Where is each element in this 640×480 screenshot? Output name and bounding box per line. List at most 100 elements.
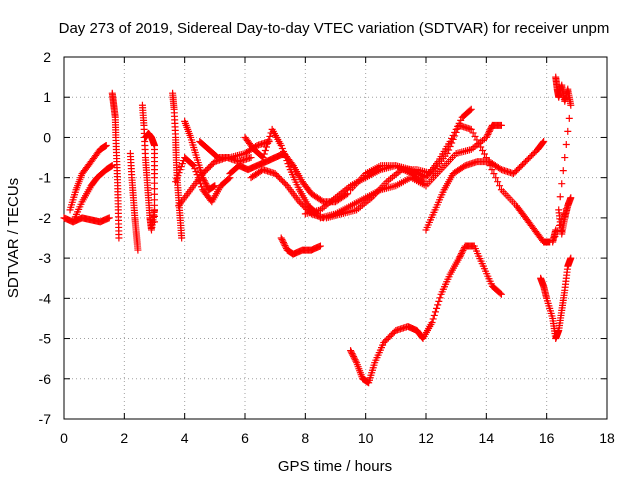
data-point — [451, 132, 459, 140]
data-point — [282, 243, 290, 251]
data-point — [201, 178, 209, 186]
data-point — [266, 132, 274, 140]
data-point — [202, 180, 210, 188]
data-point — [477, 143, 485, 151]
y-tick-label: -6 — [39, 371, 52, 387]
series-arc-n — [241, 125, 321, 218]
data-point — [279, 177, 287, 185]
data-point — [428, 318, 436, 326]
data-point — [473, 136, 481, 144]
series-arc-s — [322, 121, 554, 246]
data-point — [456, 253, 464, 261]
series-arc-d — [108, 89, 123, 242]
data-point — [560, 210, 568, 218]
data-point — [496, 182, 504, 190]
data-point — [342, 191, 350, 199]
marker-layer — [60, 73, 575, 387]
x-tick-label: 18 — [599, 430, 615, 446]
data-point — [381, 337, 389, 345]
data-point — [520, 159, 528, 167]
series-arc-e — [126, 150, 142, 254]
series-arc-h — [169, 89, 186, 242]
data-point — [526, 153, 534, 161]
data-point — [348, 350, 356, 358]
x-tick-label: 2 — [120, 430, 128, 446]
data-point — [516, 164, 524, 172]
data-point — [386, 333, 394, 341]
data-point — [488, 166, 496, 174]
data-point — [347, 348, 355, 356]
data-point — [175, 169, 183, 177]
data-point — [467, 125, 475, 133]
data-point — [260, 150, 268, 158]
data-point — [417, 177, 425, 185]
data-point — [531, 149, 539, 157]
data-point — [280, 179, 288, 187]
data-point — [247, 154, 255, 162]
x-tick-label: 16 — [539, 430, 555, 446]
data-point — [225, 175, 233, 183]
series-arc-w — [537, 254, 575, 343]
data-point — [200, 168, 208, 176]
data-point — [565, 199, 573, 207]
y-tick-label: -5 — [39, 331, 52, 347]
y-tick-label: 2 — [43, 49, 51, 65]
data-point — [295, 198, 303, 206]
x-tick-label: 12 — [418, 430, 434, 446]
data-point — [517, 162, 525, 170]
series-arc-b — [66, 141, 110, 214]
data-point — [273, 171, 281, 179]
data-point — [525, 155, 533, 163]
series-arc-v — [347, 242, 505, 387]
data-point — [522, 158, 530, 166]
data-point — [479, 147, 487, 155]
data-point — [383, 336, 391, 344]
data-point — [558, 216, 566, 224]
data-point — [262, 143, 270, 151]
data-point — [466, 106, 474, 114]
data-point — [490, 170, 498, 178]
data-point — [261, 147, 269, 155]
data-point — [277, 176, 285, 184]
data-point — [471, 132, 479, 140]
data-point — [208, 161, 216, 169]
series-arc-t — [347, 162, 427, 194]
data-point — [265, 136, 273, 144]
chart-title: Day 273 of 2019, Sidereal Day-to-day VTE… — [59, 20, 610, 37]
data-point — [513, 167, 520, 175]
data-point — [297, 199, 305, 207]
series-arc-c — [69, 162, 116, 226]
data-point — [528, 152, 536, 160]
data-point — [176, 166, 184, 174]
data-point — [279, 237, 287, 245]
x-tick-label: 10 — [358, 430, 374, 446]
data-point — [497, 121, 505, 129]
data-point — [115, 234, 123, 242]
data-point — [449, 135, 457, 143]
data-point — [205, 164, 213, 172]
y-tick-label: -1 — [39, 170, 52, 186]
y-tick-label: -2 — [39, 210, 52, 226]
data-point — [278, 145, 286, 153]
data-point — [316, 242, 324, 250]
data-point — [264, 139, 272, 147]
data-point — [151, 218, 158, 226]
series-arc-j — [181, 117, 219, 194]
data-point — [352, 357, 360, 365]
data-point — [492, 174, 500, 182]
series-arc-i — [172, 154, 234, 206]
data-point — [567, 194, 575, 202]
y-tick-label: -4 — [39, 290, 52, 306]
data-point — [278, 236, 286, 244]
data-point — [301, 204, 309, 212]
data-point — [436, 294, 444, 302]
data-point — [443, 150, 451, 158]
data-point — [486, 126, 494, 134]
data-point — [387, 331, 395, 339]
data-point — [497, 290, 505, 298]
data-point — [567, 254, 575, 262]
y-tick-label: -7 — [39, 411, 52, 427]
data-point — [191, 165, 199, 173]
data-point — [108, 162, 116, 170]
